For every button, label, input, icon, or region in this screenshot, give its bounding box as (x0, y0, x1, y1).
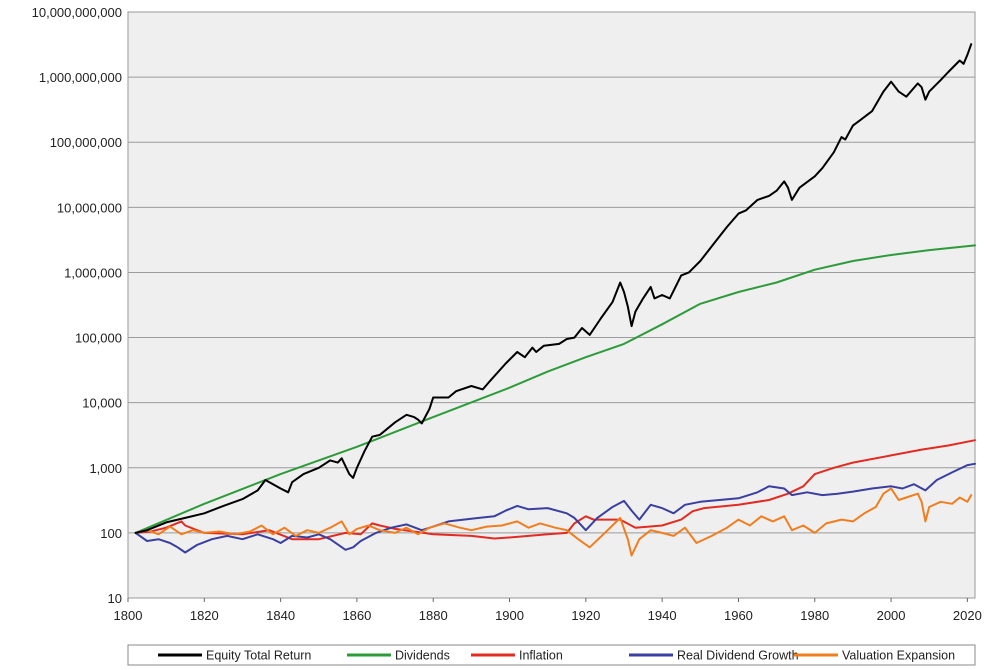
series-line-equity-total-return (134, 43, 973, 534)
x-tick-label: 1980 (800, 608, 829, 623)
series-line-inflation (134, 439, 976, 541)
y-tick-label: 100 (100, 526, 122, 541)
series-line-valuation-expansion (134, 487, 973, 557)
x-tick-label: 2020 (953, 608, 982, 623)
legend-box (127, 644, 976, 666)
legend-label-inflation: Inflation (519, 649, 563, 663)
legend-label-valuation-expansion: Valuation Expansion (842, 649, 955, 663)
y-tick-label: 1,000 (89, 461, 122, 476)
legend-label-real-dividend-growth: Real Dividend Growth (677, 649, 799, 663)
legend-items: Equity Total Return Dividends Inflation Rea… (158, 649, 955, 663)
x-axis-ticks: 1800 1820 1840 1860 1880 1900 1920 1940 1960 1980… (114, 598, 982, 623)
legend: Equity Total Return Dividends Inflation Rea… (127, 644, 976, 666)
series-lines (134, 43, 976, 557)
y-axis-ticks: 10 100 1,000 10,000 100,000 1,000,000 10,000,0… (32, 5, 122, 606)
x-tick-label: 1920 (571, 608, 600, 623)
y-tick-label: 10,000,000,000 (32, 5, 122, 20)
series-line-dividends (134, 244, 976, 534)
x-tick-label: 1820 (190, 608, 219, 623)
y-tick-label: 1,000,000 (64, 265, 122, 280)
y-tick-label: 10,000 (82, 396, 122, 411)
y-tick-label: 1,000,000,000 (39, 70, 122, 85)
legend-label-equity-total-return: Equity Total Return (206, 649, 311, 663)
y-tick-label: 10 (108, 591, 122, 606)
x-tick-label: 1900 (495, 608, 524, 623)
x-tick-label: 2000 (877, 608, 906, 623)
plot-area (127, 11, 976, 599)
x-tick-label: 1860 (342, 608, 371, 623)
series-line-real-dividend-growth (134, 462, 976, 554)
legend-label-dividends: Dividends (395, 649, 450, 663)
x-tick-label: 1960 (724, 608, 753, 623)
x-tick-label: 1800 (114, 608, 143, 623)
y-tick-label: 10,000,000 (57, 200, 122, 215)
x-tick-label: 1880 (419, 608, 448, 623)
y-tick-label: 100,000,000 (50, 135, 122, 150)
y-tick-label: 100,000 (75, 331, 122, 346)
x-tick-label: 1840 (266, 608, 295, 623)
x-tick-label: 1940 (648, 608, 677, 623)
